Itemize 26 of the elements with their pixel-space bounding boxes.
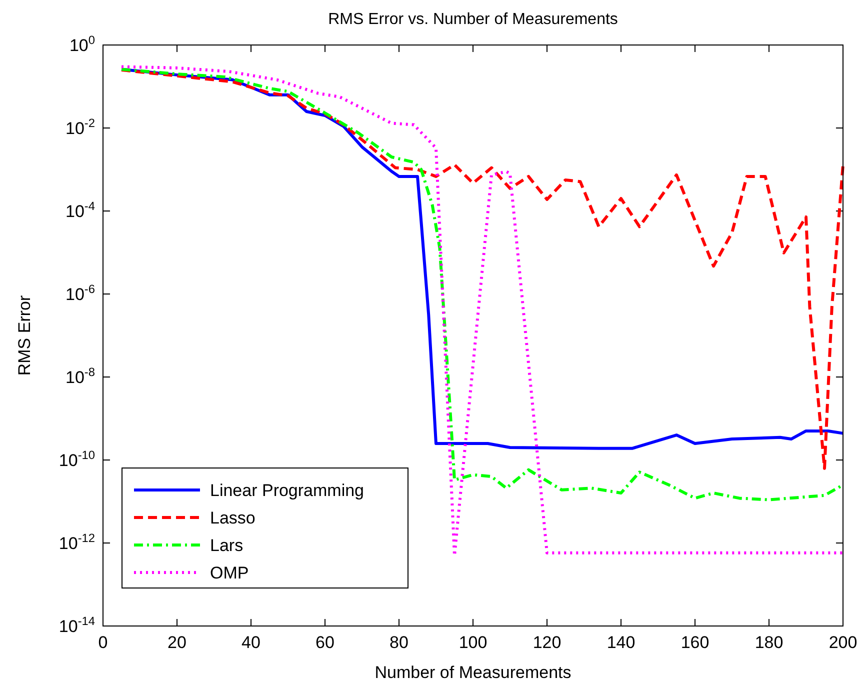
legend-label: OMP <box>210 564 249 582</box>
x-tick-label: 140 <box>606 633 636 652</box>
x-axis-title: Number of Measurements <box>374 663 572 682</box>
y-axis-title: RMS Error <box>15 295 34 376</box>
y-tick-label: 10$^{-4}$ <box>66 199 96 221</box>
chart-title: RMS Error vs. Number of Measurements <box>328 11 618 28</box>
y-tick-label: 10$^{-14}$ <box>58 614 96 636</box>
x-tick-label: 20 <box>168 633 186 652</box>
x-tick-label: 200 <box>828 633 858 652</box>
legend-label: Lasso <box>210 508 256 528</box>
y-tick-label: 10$^{-6}$ <box>66 282 96 304</box>
x-tick-label: 60 <box>316 633 334 652</box>
x-tick-label: 80 <box>390 633 408 652</box>
legend-label: Lars <box>210 536 244 555</box>
y-tick-label: 10$^{-8}$ <box>66 365 96 387</box>
x-tick-label: 100 <box>458 633 488 652</box>
y-tick-label: 10$^{-12}$ <box>58 531 96 553</box>
y-tick-label: 10$^{0}$ <box>69 33 96 55</box>
legend-label: Linear Programming <box>210 481 364 500</box>
y-tick-label: 10$^{-10}$ <box>58 448 96 470</box>
x-tick-label: 160 <box>680 633 710 652</box>
x-tick-label: 180 <box>754 633 784 652</box>
x-tick-label: 0 <box>98 633 108 652</box>
x-tick-label: 40 <box>242 633 260 652</box>
y-tick-label: 10$^{-2}$ <box>66 116 96 138</box>
x-tick-label: 120 <box>532 633 562 652</box>
